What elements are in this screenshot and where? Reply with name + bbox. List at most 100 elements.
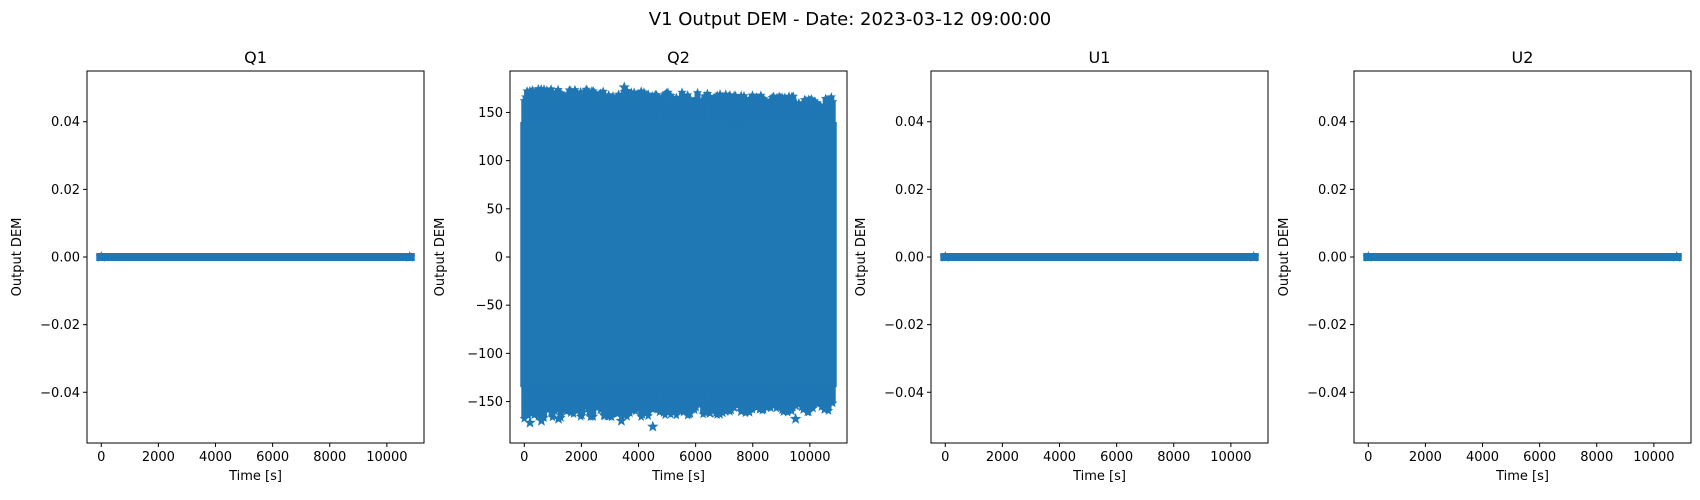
y-tick-label: 0.04 xyxy=(51,115,80,130)
scatter-point xyxy=(613,89,624,99)
scatter-point xyxy=(758,93,769,103)
y-tick-label: −0.04 xyxy=(1307,386,1347,401)
x-tick-label: 6000 xyxy=(256,450,289,465)
outlier-point xyxy=(704,91,716,102)
scatter-point xyxy=(685,94,696,104)
scatter-point xyxy=(598,86,608,96)
scatter-point xyxy=(547,86,558,96)
scatter-point xyxy=(809,96,820,106)
scatter-point xyxy=(608,91,618,101)
first-point-marker xyxy=(939,251,951,262)
x-axis-label: Time [s] xyxy=(1495,469,1549,484)
y-tick-label: 0.02 xyxy=(895,183,924,198)
scatter-point xyxy=(589,87,600,97)
scatter-point xyxy=(643,89,653,99)
x-axis-label: Time [s] xyxy=(1072,469,1126,484)
scatter-point xyxy=(732,93,742,103)
scatter-point xyxy=(615,92,625,102)
outlier-point xyxy=(618,81,630,93)
outlier-point xyxy=(729,106,742,118)
y-axis-label: Output DEM xyxy=(10,218,25,297)
x-tick-label: 0 xyxy=(97,450,105,465)
constant-series-band xyxy=(940,253,1259,261)
scatter-point xyxy=(570,84,580,94)
last-point-marker xyxy=(1671,251,1683,262)
outlier-point xyxy=(661,96,673,108)
band-edge xyxy=(829,386,836,404)
x-tick-label: 8000 xyxy=(1157,450,1190,465)
subplot-title: U2 xyxy=(1512,48,1534,67)
scatter-point xyxy=(553,84,563,94)
y-tick-label: 0.04 xyxy=(895,115,924,130)
scatter-point xyxy=(639,87,649,97)
x-tick-label: 2000 xyxy=(986,450,1019,465)
subplot-title: U1 xyxy=(1089,48,1111,67)
scatter-point xyxy=(677,87,687,97)
outlier-point xyxy=(804,104,816,116)
dense-scatter-band xyxy=(520,122,837,388)
x-tick-label: 6000 xyxy=(1100,450,1133,465)
x-tick-label: 2000 xyxy=(565,450,598,465)
scatter-point xyxy=(820,93,831,103)
panels: Q10 2000 4000 6000 8000 10000−0.04−0.020.000.… xyxy=(10,48,1692,484)
outlier-point xyxy=(598,409,610,420)
y-tick-label: −0.02 xyxy=(884,318,924,333)
outlier-point xyxy=(647,420,659,432)
y-tick-label: −0.02 xyxy=(1307,318,1347,333)
constant-series-band xyxy=(1363,253,1682,261)
scatter-point xyxy=(566,85,576,95)
y-tick-label: 0 xyxy=(495,251,503,266)
band-edge xyxy=(829,101,836,124)
scatter-point xyxy=(604,89,614,99)
subplot-q2: Q2 0 2000 4000 6000 8000 10000 −150 −100 −50 0 50 10… xyxy=(433,48,848,484)
subplot-title: Q2 xyxy=(667,48,690,67)
scatter-point xyxy=(575,86,586,96)
scatter-point xyxy=(682,90,693,100)
scatter-point xyxy=(588,86,599,96)
outlier-point xyxy=(755,402,768,414)
scatter-point xyxy=(739,90,749,100)
subplot-u1: U1 0 2000 4000 6000 8000 10000 −0.04 −0.02 0.00 0.… xyxy=(854,48,1269,484)
outlier-point xyxy=(704,407,716,418)
scatter-point xyxy=(747,90,758,100)
y-tick-label: 0.04 xyxy=(1318,115,1347,130)
y-tick-label: −0.04 xyxy=(884,386,924,401)
x-tick-label: 4000 xyxy=(1043,450,1076,465)
y-tick-label: 50 xyxy=(486,202,503,217)
scatter-point xyxy=(546,84,556,94)
scatter-point xyxy=(794,97,804,108)
x-tick-label: 8000 xyxy=(1580,450,1613,465)
subplot-title: Q1 xyxy=(244,48,267,67)
x-tick-label: 4000 xyxy=(199,450,232,465)
x-tick-label: 10000 xyxy=(366,450,407,465)
x-tick-label: 4000 xyxy=(622,450,655,465)
x-tick-label: 4000 xyxy=(1466,450,1499,465)
data-points xyxy=(939,251,1260,262)
x-tick-label: 0 xyxy=(520,450,528,465)
outlier-point xyxy=(684,407,696,418)
scatter-point xyxy=(678,91,689,101)
data-points xyxy=(1362,251,1683,262)
outlier-point xyxy=(527,94,539,106)
x-tick-label: 10000 xyxy=(789,450,830,465)
scatter-point xyxy=(702,88,713,98)
y-tick-label: 150 xyxy=(478,106,503,121)
scatter-point xyxy=(827,96,838,106)
scatter-point xyxy=(788,91,799,101)
outlier-point xyxy=(567,89,579,100)
scatter-point xyxy=(556,88,566,98)
x-axis-label: Time [s] xyxy=(651,469,705,484)
outlier-point xyxy=(535,414,548,426)
scatter-point xyxy=(768,91,779,101)
first-point-marker xyxy=(1362,251,1374,262)
y-tick-label: −50 xyxy=(476,299,503,314)
x-tick-label: 2000 xyxy=(1409,450,1442,465)
x-tick-label: 8000 xyxy=(313,450,346,465)
scatter-point xyxy=(780,92,790,102)
scatter-point xyxy=(756,90,766,100)
y-tick-label: 0.02 xyxy=(1318,183,1347,198)
subplot-u2: U2 0 2000 4000 6000 8000 10000 −0.04 −0.02 0.00 0.… xyxy=(1277,48,1692,484)
scatter-point xyxy=(715,89,725,99)
scatter-point xyxy=(812,98,822,108)
